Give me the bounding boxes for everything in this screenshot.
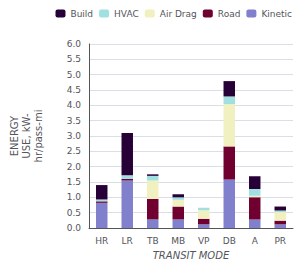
svg-text:PR: PR	[274, 236, 286, 246]
svg-text:0.0: 0.0	[67, 223, 82, 233]
svg-text:VP: VP	[198, 236, 210, 246]
svg-text:3.5: 3.5	[67, 116, 81, 126]
svg-text:Road: Road	[218, 9, 241, 19]
svg-text:Build: Build	[70, 9, 93, 19]
svg-text:4.5: 4.5	[67, 85, 81, 95]
svg-text:Kinetic: Kinetic	[261, 9, 292, 19]
svg-text:HR: HR	[95, 236, 108, 246]
svg-text:2.0: 2.0	[67, 162, 82, 172]
svg-text:USE, kW-: USE, kW-	[21, 113, 32, 159]
svg-text:1.0: 1.0	[67, 192, 82, 202]
svg-text:Air Drag: Air Drag	[160, 9, 197, 19]
svg-text:6.0: 6.0	[67, 39, 82, 49]
svg-text:TRANSIT MODE: TRANSIT MODE	[153, 250, 230, 261]
svg-text:1.5: 1.5	[67, 177, 81, 187]
svg-text:TB: TB	[146, 236, 159, 246]
svg-text:3.0: 3.0	[67, 131, 82, 141]
svg-text:HVAC: HVAC	[114, 9, 139, 19]
svg-text:5.0: 5.0	[67, 70, 82, 80]
svg-text:ENERGY: ENERGY	[9, 115, 20, 156]
svg-text:A: A	[252, 236, 259, 246]
svg-text:0.5: 0.5	[67, 208, 81, 218]
svg-text:LR: LR	[122, 236, 133, 246]
svg-text:2.5: 2.5	[67, 146, 81, 156]
svg-text:DB: DB	[223, 236, 236, 246]
svg-text:MB: MB	[171, 236, 185, 246]
svg-text:5.5: 5.5	[67, 54, 81, 64]
svg-text:4.0: 4.0	[67, 100, 82, 110]
svg-text:hr/pass-mi: hr/pass-mi	[33, 110, 44, 163]
